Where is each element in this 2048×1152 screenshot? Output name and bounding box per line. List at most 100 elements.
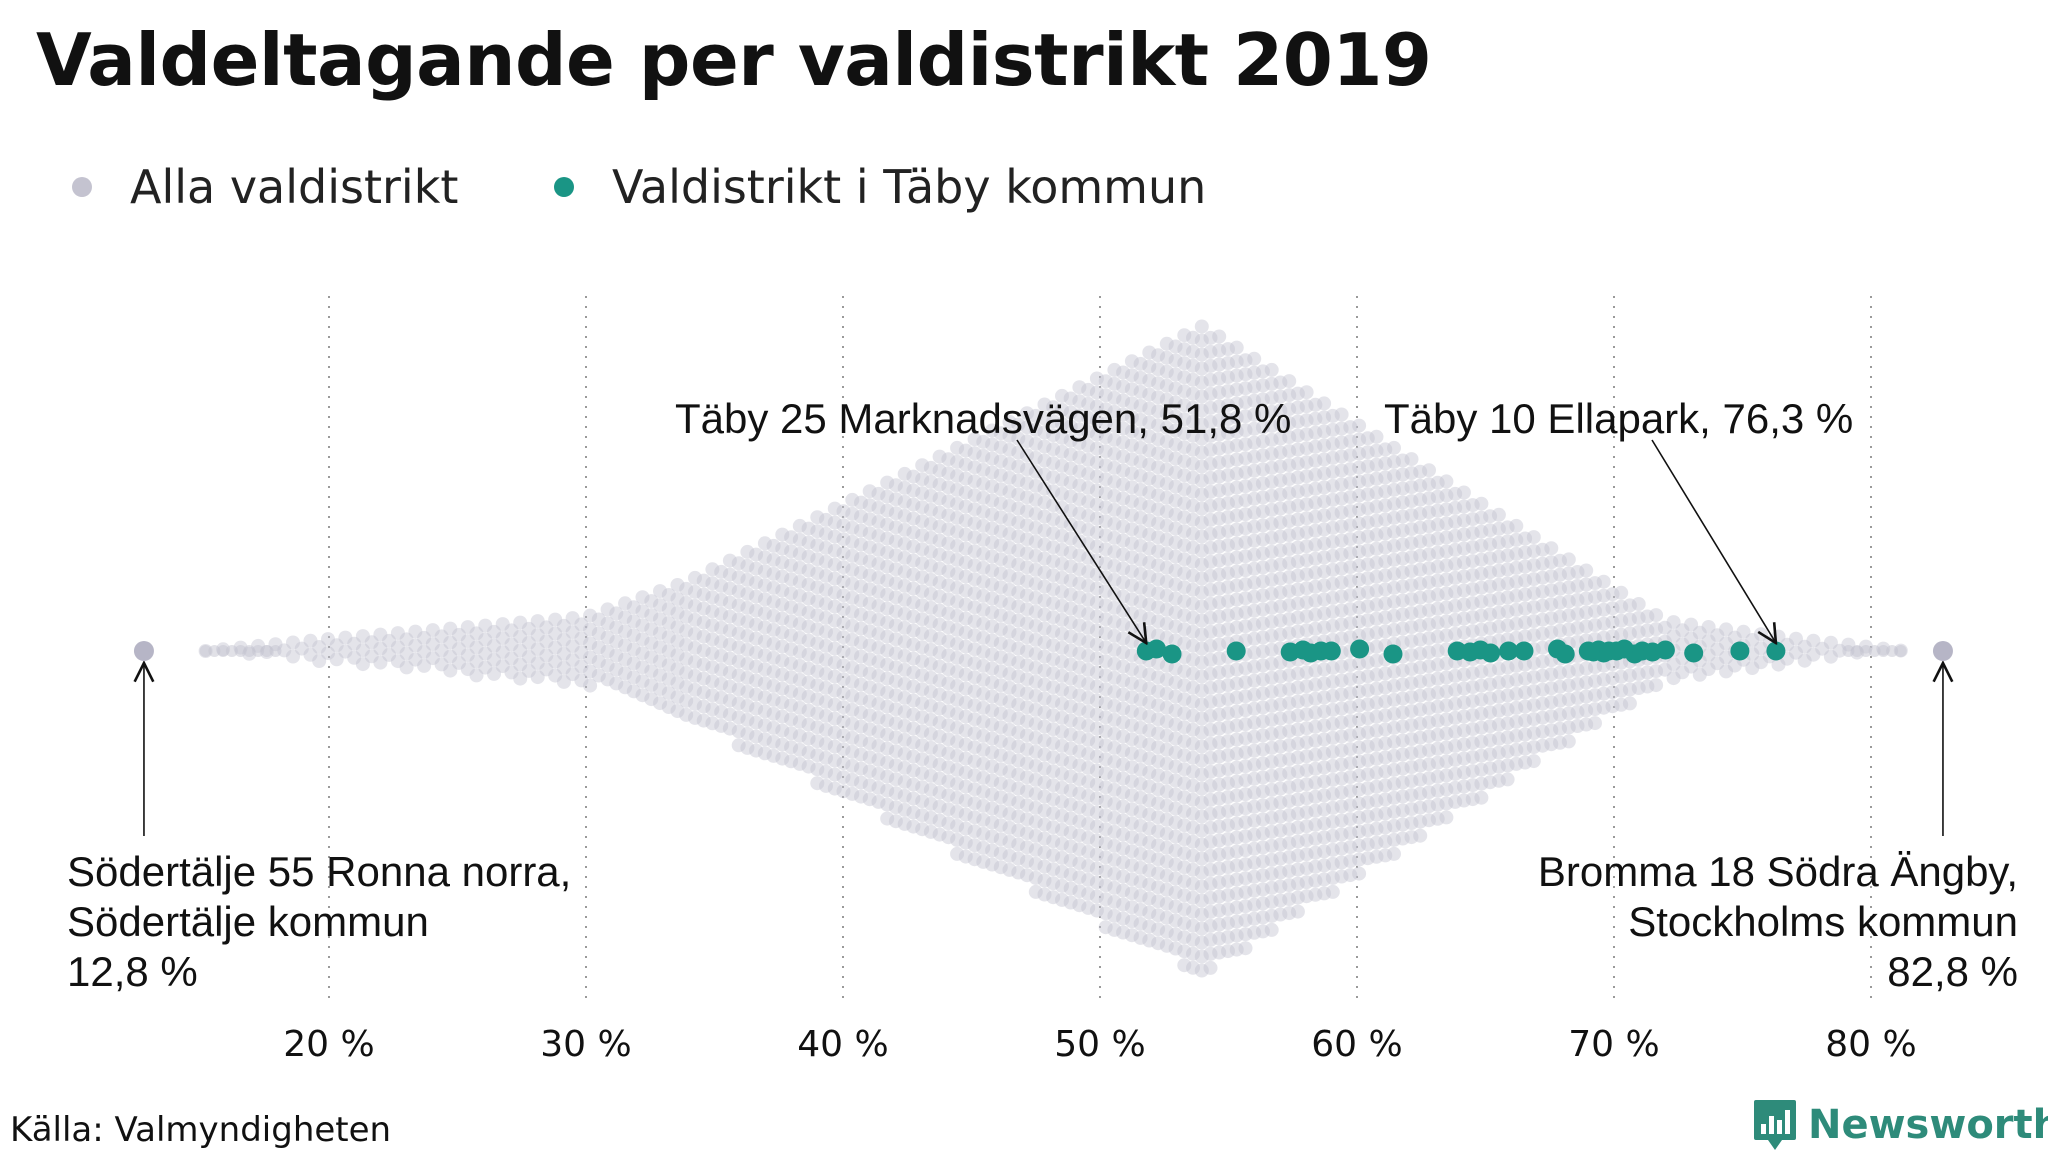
swarm-point: [915, 738, 930, 753]
swarm-point: [1151, 544, 1166, 559]
swarm-point: [1194, 585, 1209, 600]
swarm-point: [1212, 889, 1227, 904]
swarm-point: [1177, 622, 1192, 637]
swarm-point: [1579, 689, 1594, 704]
swarm-point: [967, 796, 982, 811]
swarm-point: [888, 772, 903, 787]
swarm-point: [985, 535, 1000, 550]
swarm-point: [1011, 851, 1026, 866]
swarm-point: [862, 554, 877, 569]
swarm-point: [976, 784, 991, 799]
swarm-point: [958, 667, 973, 682]
swarm-point: [1387, 538, 1401, 553]
swarm-point: [880, 769, 895, 784]
swarm-point: [1614, 669, 1629, 684]
swarm-point: [1221, 412, 1235, 427]
swarm-point: [1395, 635, 1410, 650]
swarm-point: [670, 592, 685, 606]
swarm-point: [1221, 748, 1235, 763]
swarm-point: [1194, 389, 1209, 404]
swarm-point: [1561, 734, 1576, 749]
swarm-point: [1203, 806, 1218, 821]
swarm-point: [1701, 662, 1716, 676]
swarm-point: [1395, 537, 1410, 552]
swarm-point: [1142, 471, 1157, 486]
swarm-point: [1334, 477, 1349, 492]
swarm-point: [1334, 407, 1349, 422]
swarm-point: [1413, 814, 1428, 829]
swarm-point: [1159, 784, 1174, 799]
swarm-point: [1159, 392, 1174, 407]
swarm-point: [880, 671, 895, 686]
swarm-point: [1046, 890, 1061, 905]
swarm-point: [1133, 412, 1148, 427]
swarm-point: [1317, 886, 1332, 901]
swarm-point: [696, 587, 711, 602]
swarm-point: [1229, 536, 1244, 551]
swarm-point: [1116, 855, 1131, 870]
swarm-point: [1570, 719, 1585, 733]
swarm-point: [1238, 927, 1253, 942]
swarm-point: [810, 552, 825, 567]
swarm-point: [1221, 818, 1235, 833]
swarm-point: [1308, 397, 1323, 412]
swarm-point: [941, 550, 956, 565]
swarm-point: [600, 658, 615, 673]
swarm-point: [731, 584, 746, 599]
swarm-point: [1151, 530, 1166, 545]
swarm-point: [1666, 615, 1681, 630]
swarm-point: [1273, 865, 1288, 880]
swarm-point: [810, 692, 825, 707]
swarm-point: [1002, 456, 1017, 471]
swarm-point: [1369, 821, 1384, 836]
swarm-point: [1500, 744, 1515, 759]
swarm-point: [819, 722, 833, 737]
swarm-point: [871, 780, 886, 795]
swarm-point: [819, 526, 833, 541]
swarm-point: [495, 617, 510, 632]
swarm-point: [1474, 720, 1489, 735]
swarm-point: [1456, 499, 1471, 514]
swarm-point: [1081, 844, 1096, 859]
swarm-point: [530, 670, 545, 685]
swarm-point: [1404, 620, 1419, 635]
swarm-point: [679, 693, 694, 708]
taby-points: [1136, 639, 1786, 664]
swarm-point: [1098, 374, 1113, 389]
swarm-point: [1159, 868, 1174, 883]
outlier-point-12-8: [133, 641, 154, 661]
swarm-point: [1203, 456, 1218, 471]
swarm-point: [1212, 371, 1227, 386]
swarm-point: [1011, 473, 1026, 488]
swarm-point: [819, 568, 833, 583]
swarm-point: [1491, 619, 1506, 634]
swarm-point: [1159, 560, 1174, 575]
swarm-point: [1378, 582, 1393, 597]
swarm-point: [1317, 536, 1332, 551]
swarm-point: [1395, 817, 1410, 832]
swarm-point: [1159, 882, 1174, 897]
swarm-point: [1221, 370, 1235, 385]
swarm-point: [1194, 571, 1209, 586]
swarm-point: [967, 460, 982, 475]
swarm-point: [1369, 485, 1384, 500]
swarm-point: [1203, 680, 1218, 695]
swarm-point: [749, 687, 764, 702]
swarm-point: [1413, 548, 1428, 563]
swarm-point: [609, 676, 624, 691]
swarm-point: [1229, 466, 1244, 481]
swarm-point: [1282, 458, 1297, 473]
swarm-point: [1500, 674, 1515, 689]
swarm-point: [1020, 490, 1034, 505]
swarm-point: [1002, 442, 1017, 457]
swarm-point: [1273, 823, 1288, 838]
swarm-point: [1299, 469, 1314, 484]
swarm-point: [1264, 754, 1279, 769]
swarm-point: [443, 663, 458, 678]
swarm-point: [1142, 359, 1157, 374]
swarm-point: [1089, 749, 1104, 764]
swarm-point: [1107, 376, 1122, 391]
swarm-point: [950, 566, 965, 581]
swarm-point: [915, 486, 930, 501]
swarm-point: [1247, 757, 1262, 772]
